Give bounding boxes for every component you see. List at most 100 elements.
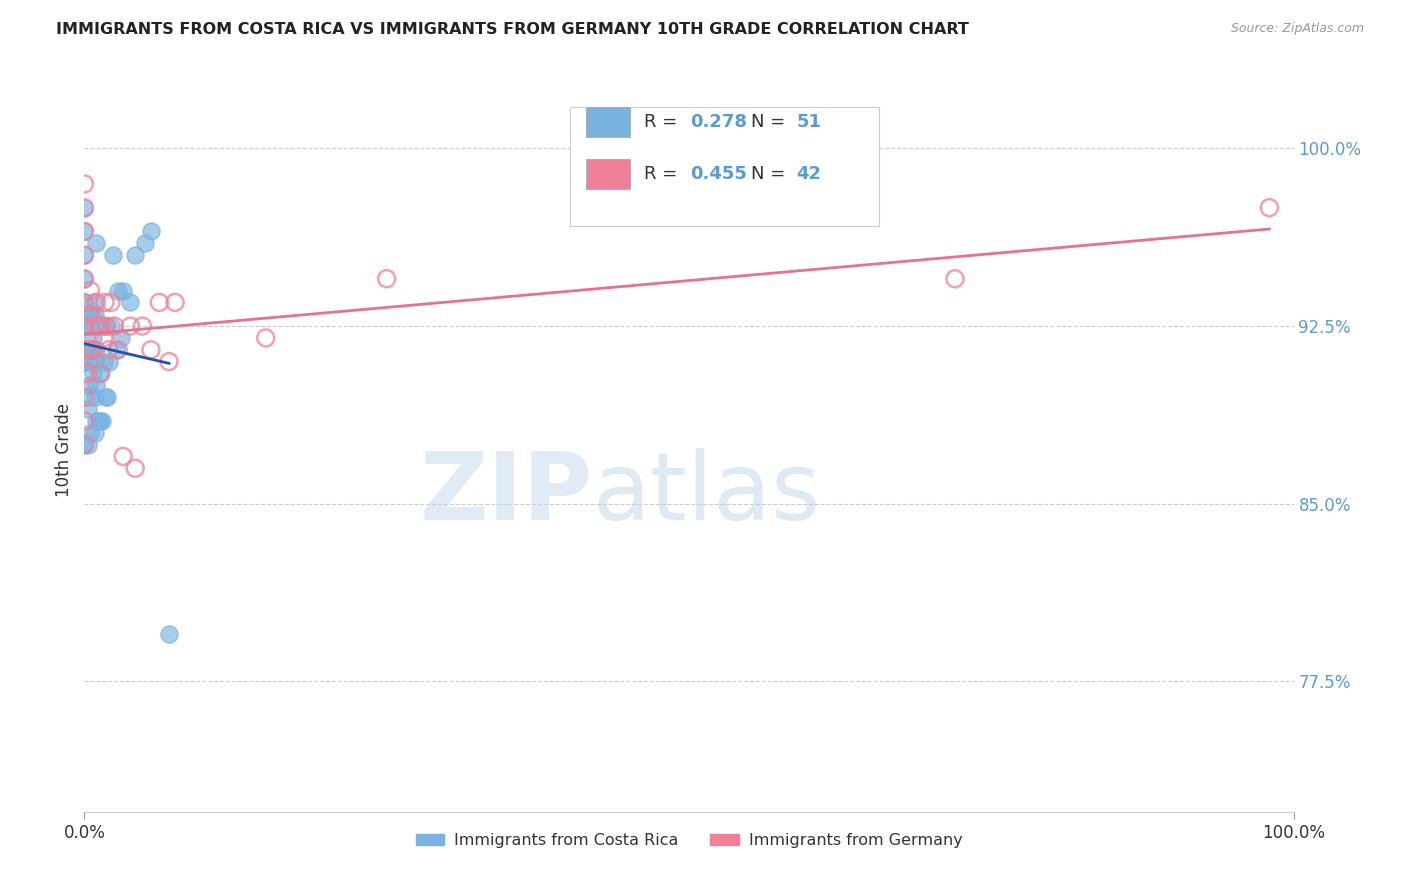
Point bbox=[943, 271, 966, 285]
Point bbox=[91, 414, 114, 428]
Point bbox=[73, 367, 96, 381]
Point bbox=[73, 437, 96, 451]
Point bbox=[120, 319, 142, 334]
Point bbox=[73, 343, 96, 357]
Point bbox=[90, 367, 112, 381]
Point bbox=[83, 343, 105, 357]
Point bbox=[157, 627, 180, 641]
Point bbox=[73, 319, 96, 334]
Point bbox=[77, 343, 100, 357]
Point bbox=[73, 177, 96, 191]
Point bbox=[110, 331, 132, 345]
Text: atlas: atlas bbox=[592, 448, 821, 540]
Point bbox=[79, 354, 101, 368]
Point bbox=[86, 378, 108, 392]
Point bbox=[73, 319, 96, 334]
Legend: Immigrants from Costa Rica, Immigrants from Germany: Immigrants from Costa Rica, Immigrants f… bbox=[409, 827, 969, 855]
Point bbox=[77, 343, 100, 357]
Point bbox=[94, 319, 117, 334]
Text: 51: 51 bbox=[797, 112, 821, 131]
Point bbox=[94, 295, 117, 310]
Point bbox=[73, 414, 96, 428]
Point bbox=[375, 271, 398, 285]
FancyBboxPatch shape bbox=[586, 159, 630, 189]
Point bbox=[104, 343, 127, 357]
Point bbox=[87, 319, 110, 334]
Point bbox=[94, 390, 117, 404]
Point bbox=[84, 307, 107, 321]
Point bbox=[97, 354, 120, 368]
Point bbox=[80, 307, 103, 321]
Point bbox=[97, 343, 120, 357]
Point bbox=[90, 319, 112, 334]
Point bbox=[79, 390, 101, 404]
Text: IMMIGRANTS FROM COSTA RICA VS IMMIGRANTS FROM GERMANY 10TH GRADE CORRELATION CHA: IMMIGRANTS FROM COSTA RICA VS IMMIGRANTS… bbox=[56, 22, 969, 37]
Text: 0.455: 0.455 bbox=[690, 165, 747, 183]
Point bbox=[73, 354, 96, 368]
Point bbox=[131, 319, 153, 334]
Point bbox=[77, 402, 100, 417]
Point bbox=[87, 319, 110, 334]
Point bbox=[80, 343, 103, 357]
Text: R =: R = bbox=[644, 165, 683, 183]
Point bbox=[73, 201, 96, 215]
Point bbox=[77, 437, 100, 451]
Point bbox=[73, 248, 96, 262]
Point bbox=[73, 248, 96, 262]
Point bbox=[157, 354, 180, 368]
Text: 42: 42 bbox=[797, 165, 821, 183]
Point bbox=[84, 390, 107, 404]
Point bbox=[148, 295, 170, 310]
Point bbox=[139, 343, 162, 357]
Point bbox=[86, 236, 108, 251]
Point bbox=[86, 414, 108, 428]
Text: 0.278: 0.278 bbox=[690, 112, 747, 131]
Point bbox=[73, 271, 96, 285]
Text: ZIP: ZIP bbox=[419, 448, 592, 540]
Point bbox=[139, 224, 162, 238]
Point bbox=[84, 354, 107, 368]
Point bbox=[93, 331, 115, 345]
Point bbox=[73, 271, 96, 285]
Text: Source: ZipAtlas.com: Source: ZipAtlas.com bbox=[1230, 22, 1364, 36]
Point bbox=[1258, 201, 1281, 215]
Point bbox=[73, 201, 96, 215]
FancyBboxPatch shape bbox=[586, 106, 630, 136]
Point bbox=[93, 354, 115, 368]
Text: N =: N = bbox=[751, 165, 790, 183]
Point bbox=[73, 224, 96, 238]
Point bbox=[107, 343, 129, 357]
Point bbox=[77, 307, 100, 321]
Point bbox=[84, 319, 107, 334]
Point bbox=[94, 319, 117, 334]
Point bbox=[86, 343, 108, 357]
Point bbox=[112, 284, 135, 298]
Point bbox=[124, 248, 146, 262]
Point bbox=[120, 295, 142, 310]
Point bbox=[87, 414, 110, 428]
Point bbox=[77, 378, 100, 392]
Point bbox=[104, 319, 127, 334]
Point bbox=[83, 295, 105, 310]
FancyBboxPatch shape bbox=[571, 107, 879, 226]
Point bbox=[79, 319, 101, 334]
Point bbox=[84, 425, 107, 440]
Point bbox=[103, 248, 125, 262]
Point bbox=[100, 295, 122, 310]
Point bbox=[89, 367, 111, 381]
Text: R =: R = bbox=[644, 112, 683, 131]
Point bbox=[165, 295, 187, 310]
Point bbox=[134, 236, 156, 251]
Point bbox=[100, 319, 122, 334]
Point bbox=[96, 390, 118, 404]
Point bbox=[79, 284, 101, 298]
Point bbox=[79, 343, 101, 357]
Point bbox=[254, 331, 277, 345]
Point bbox=[107, 284, 129, 298]
Point bbox=[89, 414, 111, 428]
Point bbox=[73, 224, 96, 238]
Y-axis label: 10th Grade: 10th Grade bbox=[55, 403, 73, 498]
Point bbox=[73, 437, 96, 451]
Point bbox=[124, 461, 146, 475]
Point bbox=[73, 295, 96, 310]
